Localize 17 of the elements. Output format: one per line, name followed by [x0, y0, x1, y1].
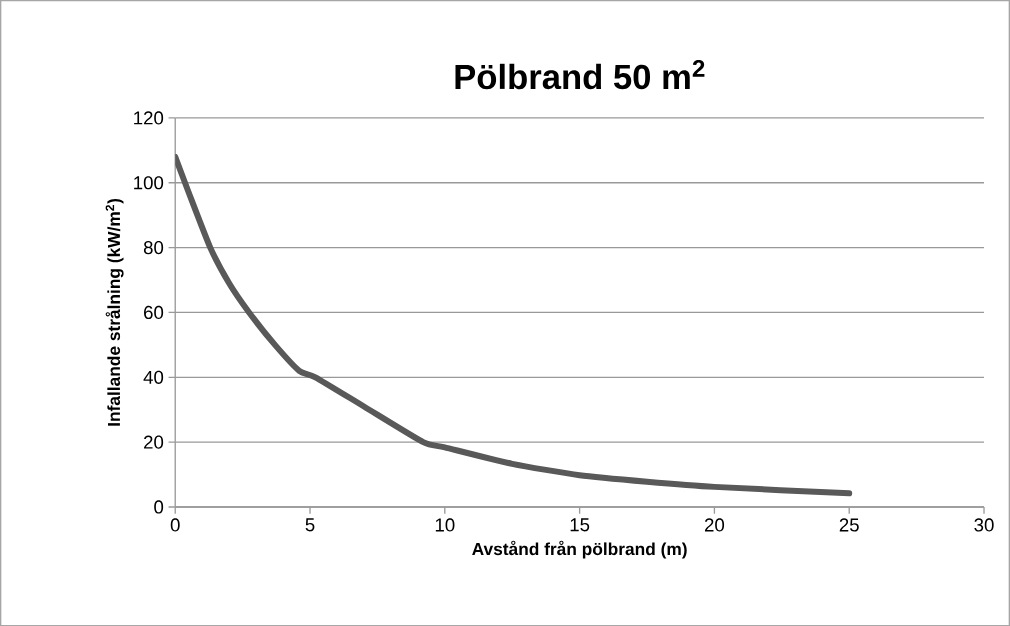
y-tick-label: 40 — [143, 370, 164, 384]
x-tick-label: 20 — [704, 518, 725, 532]
y-tick-label: 120 — [134, 111, 164, 125]
x-tick-label: 0 — [170, 518, 180, 532]
x-tick-label: 5 — [305, 518, 315, 532]
x-tick-label: 25 — [839, 518, 859, 532]
y-axis-title: Infallande strålning (kW/m$^{2}$) — [105, 198, 124, 426]
x-tick-label: 15 — [570, 518, 590, 532]
y-tick-label: 80 — [143, 240, 164, 255]
y-tick-label: 0 — [154, 500, 164, 514]
chart-title: Pölbrand 50 m$^{2}$ — [455, 59, 705, 90]
y-tick-label: 60 — [144, 305, 164, 319]
x-axis-title: Avstånd från pölbrand (m) — [472, 540, 687, 559]
x-tick-label: 30 — [974, 518, 994, 532]
y-tick-label: 100 — [134, 176, 164, 190]
x-tick-label: 10 — [435, 518, 455, 532]
y-tick-label: 20 — [144, 435, 164, 449]
